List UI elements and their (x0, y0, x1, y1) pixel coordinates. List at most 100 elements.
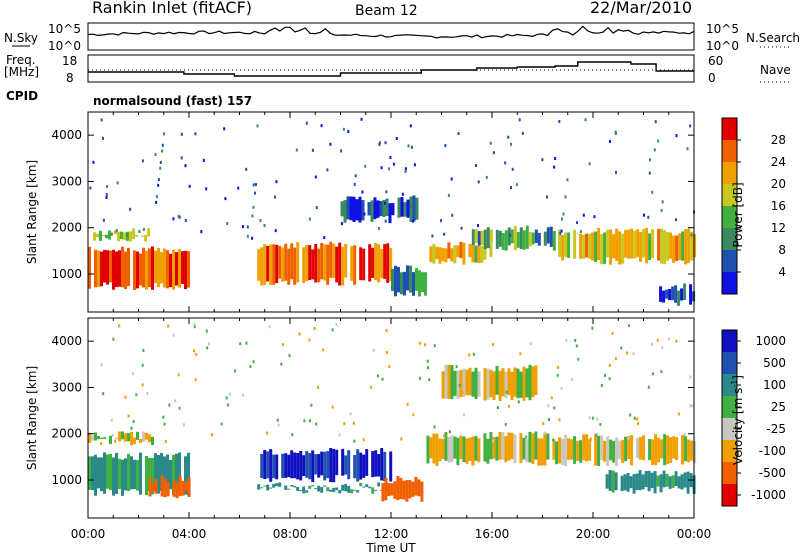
scatter-band-cell (367, 202, 371, 216)
scatter-point (433, 344, 436, 348)
velocity-colorbar: 1000 500 100 25 -25 -100 -500 -1000 Velocity [m… (721, 329, 786, 507)
scatter-band-cell (471, 244, 475, 263)
scatter-band-cell (543, 432, 547, 466)
scatter-band-cell (468, 244, 472, 258)
scatter-band-cell (157, 248, 160, 288)
scatter-band-cell (340, 201, 344, 217)
scatter-point (629, 413, 632, 417)
scatter-point (547, 404, 550, 408)
scatter-point (305, 121, 308, 125)
scatter-band-cell (510, 229, 514, 244)
scatter-point (515, 183, 518, 187)
scatter-point (132, 420, 135, 424)
scatter-point (651, 190, 654, 194)
scatter-band-cell (657, 437, 661, 463)
scatter-point (308, 338, 311, 342)
scatter-band-cell (680, 288, 684, 301)
scatter-point (561, 217, 563, 221)
scatter-band-cell (400, 272, 403, 295)
scatter-band-cell (579, 233, 583, 259)
scatter-point (614, 130, 617, 134)
scatter-point (313, 326, 316, 330)
scatter-point (162, 415, 165, 419)
scatter-point (385, 190, 388, 194)
scatter-point (377, 227, 380, 230)
nsky-line (87, 25, 695, 39)
scatter-point (497, 406, 499, 410)
scatter-band-cell (522, 437, 526, 460)
colorbar-segment (722, 162, 737, 184)
scatter-point (689, 404, 692, 408)
scatter-band-cell (651, 229, 655, 258)
scatter-band-cell (326, 451, 330, 479)
scatter-band-cell (130, 431, 133, 446)
scatter-band-cell (305, 490, 309, 493)
scatter-band-cell (501, 368, 505, 397)
scatter-band-cell (154, 453, 157, 492)
scatter-point (633, 416, 636, 420)
scatter-band-cell (97, 250, 100, 287)
scatter-band-cell (681, 231, 685, 261)
scatter-band-cell (513, 434, 517, 464)
scatter-band-cell (654, 434, 658, 466)
scatter-band-cell (647, 470, 651, 492)
scatter-point (661, 346, 664, 349)
scatter-point (142, 348, 145, 352)
colorbar-segment (722, 374, 737, 396)
scatter-band-cell (115, 437, 118, 440)
scatter-point (315, 422, 318, 426)
scatter-band-cell (296, 453, 300, 480)
scatter-band-cell (528, 431, 532, 463)
scatter-band-cell (636, 229, 640, 258)
colorbar-tick-label: 20 (771, 177, 786, 191)
scatter-band-cell (441, 439, 445, 460)
scatter-band-cell (453, 245, 457, 264)
scatter-band-cell (118, 431, 121, 442)
scatter-band-cell (121, 246, 124, 288)
scatter-point (413, 163, 416, 167)
scatter-point (404, 167, 407, 171)
scatter-band-cell (594, 231, 598, 262)
cpid-value: normalsound (fast) 157 (93, 94, 252, 108)
y-tick-label: 4000 (51, 128, 82, 142)
scatter-point (683, 433, 686, 437)
scatter-band-cell (305, 451, 309, 478)
scatter-point (660, 370, 663, 374)
scatter-point (377, 374, 379, 378)
scatter-band-cell (689, 284, 693, 305)
scatter-band-cell (163, 478, 167, 498)
colorbar-tick-label: 500 (763, 356, 786, 370)
scatter-band-cell (465, 438, 469, 464)
scatter-band-cell (489, 369, 493, 398)
scatter-band-cell (353, 245, 357, 285)
scatter-band-cell (403, 202, 407, 217)
scatter-point (326, 168, 329, 172)
scatter-band-cell (441, 248, 445, 262)
scatter-point (303, 419, 306, 423)
scatter-point (193, 322, 196, 326)
scatter-point (384, 201, 387, 205)
scatter-band-cell (275, 454, 279, 480)
x-tick-label: 16:00 (475, 527, 510, 541)
colorbar-tick-label: 28 (771, 133, 786, 147)
scatter-band-cell (389, 248, 393, 282)
scatter-point (205, 187, 208, 191)
scatter-band-cell (136, 459, 139, 491)
colorbar-tick-label: 4 (778, 265, 786, 279)
scatter-point (589, 437, 592, 441)
scatter-band-cell (148, 477, 152, 497)
scatter-band-cell (296, 487, 300, 491)
scatter-band-cell (605, 474, 609, 489)
scatter-point (661, 200, 664, 204)
scatter-point (564, 195, 567, 199)
scatter-band-cell (359, 482, 363, 487)
y-tick-label: 2000 (51, 427, 82, 441)
scatter-band-cell (323, 485, 327, 487)
scatter-band-cell (564, 232, 568, 257)
scatter-point (409, 124, 412, 128)
scatter-band-cell (632, 474, 636, 494)
scatter-point (577, 357, 580, 361)
scatter-band-cell (323, 451, 327, 481)
scatter-band-cell (281, 247, 285, 282)
scatter-band-cell (317, 248, 321, 283)
